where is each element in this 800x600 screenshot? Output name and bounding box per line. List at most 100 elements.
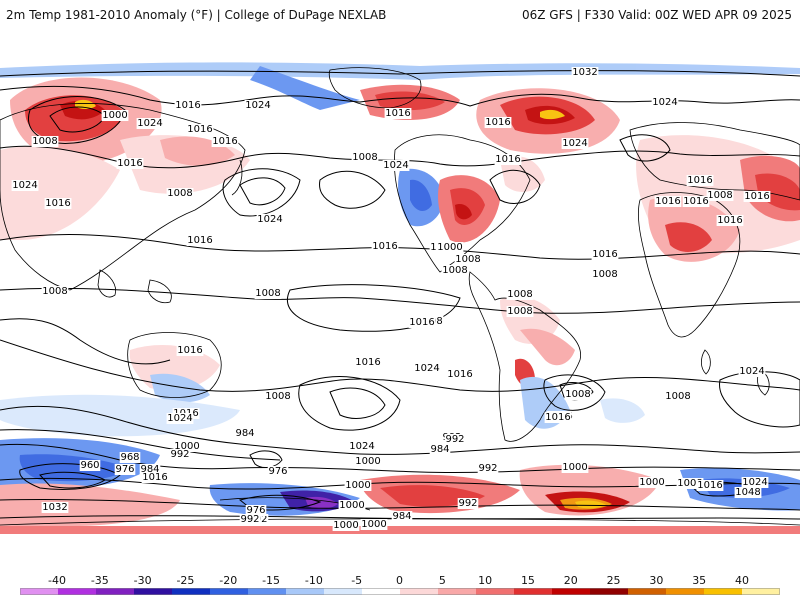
isobar-label-background bbox=[173, 441, 201, 452]
isobar-label-background bbox=[114, 464, 136, 475]
isobar-label: 1000 bbox=[102, 110, 127, 121]
colorbar-tick-label: 10 bbox=[478, 574, 493, 587]
isobar-label: 992 bbox=[445, 434, 464, 445]
isobar-label: 1016 bbox=[45, 198, 70, 209]
isobar-label-background bbox=[457, 498, 479, 509]
isobar-label: 1024 bbox=[383, 160, 408, 171]
colorbar-tick-label: 30 bbox=[649, 574, 664, 587]
isobar-label-background bbox=[446, 369, 474, 380]
isobar-label: 1000 bbox=[345, 480, 370, 491]
isobar-label: 1016 bbox=[385, 108, 410, 119]
isobar-label-background bbox=[571, 67, 599, 78]
isobar-label-background bbox=[716, 215, 744, 226]
isobar-label-background bbox=[41, 286, 69, 297]
isobar-label: 1016 bbox=[697, 480, 722, 491]
isobar-label: 1032 bbox=[572, 67, 597, 78]
isobar-label: 1024 bbox=[349, 441, 374, 452]
isobar-label: 1024 bbox=[12, 180, 37, 191]
colorbar-ticks: -40 -35 -30 -25 -20 -15 -10 -5 0 5 10 15 20 25 30 35 40 bbox=[20, 574, 780, 588]
isobar-label-background bbox=[101, 110, 129, 121]
isobar-label-background bbox=[384, 108, 412, 119]
isobar-label-background bbox=[176, 345, 204, 356]
isobar-label-background bbox=[484, 117, 512, 128]
isobar-label: 1016 bbox=[355, 357, 380, 368]
isobar-label-background bbox=[734, 487, 762, 498]
isobar-label-background bbox=[371, 241, 399, 252]
isobar-label-background bbox=[743, 191, 771, 202]
isobar-label: 992 bbox=[240, 514, 259, 525]
isobar-label: 1008 bbox=[265, 391, 290, 402]
isobar-label: 1024 bbox=[739, 366, 764, 377]
isobar-label-background bbox=[166, 188, 194, 199]
isobar-label-background bbox=[116, 158, 144, 169]
isobar-label: 1016 bbox=[545, 412, 570, 423]
isobar-label: 992 bbox=[458, 498, 477, 509]
isobar-label: 1008 bbox=[32, 136, 57, 147]
isobar-label-background bbox=[174, 100, 202, 111]
colorbar-swatch bbox=[666, 588, 705, 595]
isobar-label-background bbox=[186, 235, 214, 246]
isobar-label-background bbox=[564, 389, 592, 400]
isobar-label-background bbox=[591, 249, 619, 260]
colorbar-swatch bbox=[400, 588, 439, 595]
isobar-label-background bbox=[561, 462, 589, 473]
isobar-label-background bbox=[638, 477, 666, 488]
colorbar-swatch bbox=[210, 588, 249, 595]
isobar-label: 1016 bbox=[655, 196, 680, 207]
colorbar-swatch bbox=[438, 588, 477, 595]
isobar-label-background bbox=[676, 478, 704, 489]
colorbar-swatch bbox=[324, 588, 363, 595]
isobar-label-background bbox=[136, 118, 164, 129]
isobar-label: 1016 bbox=[187, 124, 212, 135]
colorbar-swatch bbox=[590, 588, 629, 595]
isobar-label-background bbox=[234, 428, 256, 439]
isobar-label: 984 bbox=[235, 428, 254, 439]
isobar-label: 1016 bbox=[187, 235, 212, 246]
colorbar: -40 -35 -30 -25 -20 -15 -10 -5 0 5 10 15 20 25 30 35 40 bbox=[20, 558, 780, 598]
isobar-label-background bbox=[382, 160, 410, 171]
colorbar-tick-label: -40 bbox=[48, 574, 66, 587]
isobar-label: 1024 bbox=[742, 477, 767, 488]
isobar-label: 1016 bbox=[495, 154, 520, 165]
isobar-label: 1000 bbox=[562, 462, 587, 473]
isobar-label-background bbox=[686, 175, 714, 186]
isobar-label-background bbox=[544, 412, 572, 423]
isobar-label: 1008 bbox=[665, 391, 690, 402]
colorbar-swatch bbox=[248, 588, 287, 595]
isobar-label-background bbox=[651, 97, 679, 108]
colorbar-tick-label: 20 bbox=[563, 574, 578, 587]
isobar-label: 960 bbox=[80, 460, 99, 471]
colorbar-swatch bbox=[172, 588, 211, 595]
isobar-label: 1008 bbox=[255, 288, 280, 299]
colorbar-tick-label: -10 bbox=[304, 574, 323, 587]
isobar-label-background bbox=[348, 441, 376, 452]
isobar-label: 1016 bbox=[117, 158, 142, 169]
isobar-label-background bbox=[441, 265, 469, 276]
isobar-label-background bbox=[391, 511, 413, 522]
isobar-label: 1016 bbox=[142, 472, 167, 483]
colorbar-tick-label: -20 bbox=[219, 574, 238, 587]
isobar-label: 1008 bbox=[592, 269, 617, 280]
isobar-label-background bbox=[477, 463, 499, 474]
isobar-label-background bbox=[31, 136, 59, 147]
isobar-label-background bbox=[79, 460, 101, 471]
isobar-label: 1008 bbox=[707, 190, 732, 201]
isobar-label-background bbox=[444, 434, 466, 445]
colorbar-swatch bbox=[476, 588, 515, 595]
isobar-label-background bbox=[506, 306, 534, 317]
isobar-label-background bbox=[41, 502, 69, 513]
isobar-label: 1016 bbox=[592, 249, 617, 260]
isobar-label-background bbox=[354, 357, 382, 368]
isobar-label-background bbox=[506, 289, 534, 300]
colorbar-swatch bbox=[96, 588, 135, 595]
isobar-label: 1016 bbox=[447, 369, 472, 380]
isobar-label-background bbox=[119, 452, 141, 463]
isobar-label: 1016 bbox=[177, 345, 202, 356]
colorbar-swatch bbox=[286, 588, 325, 595]
isobar-label: 976 bbox=[246, 505, 265, 516]
isobar-label: 1008 bbox=[507, 306, 532, 317]
isobar-label: 1024 bbox=[245, 100, 270, 111]
isobar-label-background bbox=[141, 472, 169, 483]
isobar-label-background bbox=[211, 136, 239, 147]
isobar-label-background bbox=[338, 500, 366, 511]
